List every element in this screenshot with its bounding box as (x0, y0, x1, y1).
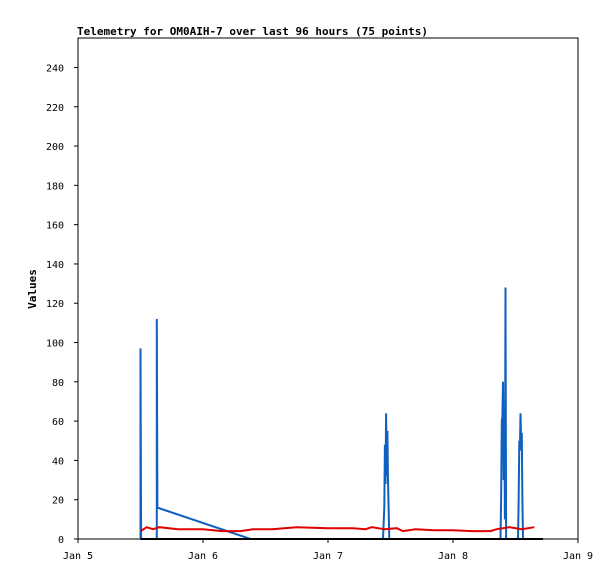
series-line-2 (139, 526, 535, 533)
y-tick-label: 100 (46, 339, 64, 350)
y-tick-label: 80 (52, 378, 64, 389)
series-line-1 (139, 287, 524, 540)
y-tick-label: 200 (46, 142, 64, 153)
series-layer (139, 287, 543, 540)
x-tick-label: Jan 8 (438, 551, 468, 562)
x-tick-label: Jan 9 (563, 551, 593, 562)
y-tick-label: 140 (46, 260, 64, 271)
y-tick-label: 160 (46, 221, 64, 232)
chart-title: Telemetry for OM0AIH-7 over last 96 hour… (77, 25, 428, 38)
y-axis: 0 20 40 60 80 100 120 140 160 180 200 220 240 (46, 63, 78, 546)
x-tick-label: Jan 5 (63, 551, 93, 562)
plot-area (77, 37, 579, 540)
y-tick-label: 20 (52, 496, 64, 507)
y-tick-label: 220 (46, 103, 64, 114)
x-tick-label: Jan 7 (313, 551, 343, 562)
y-tick-label: 40 (52, 456, 64, 467)
x-tick-label: Jan 6 (188, 551, 218, 562)
y-axis-label: Values (26, 269, 39, 309)
y-tick-label: 240 (46, 63, 64, 74)
y-tick-label: 120 (46, 299, 64, 310)
y-tick-label: 180 (46, 181, 64, 192)
x-axis: Jan 5 Jan 6 Jan 7 Jan 8 Jan 9 (63, 539, 593, 562)
y-tick-label: 60 (52, 417, 64, 428)
y-tick-label: 0 (58, 535, 64, 546)
